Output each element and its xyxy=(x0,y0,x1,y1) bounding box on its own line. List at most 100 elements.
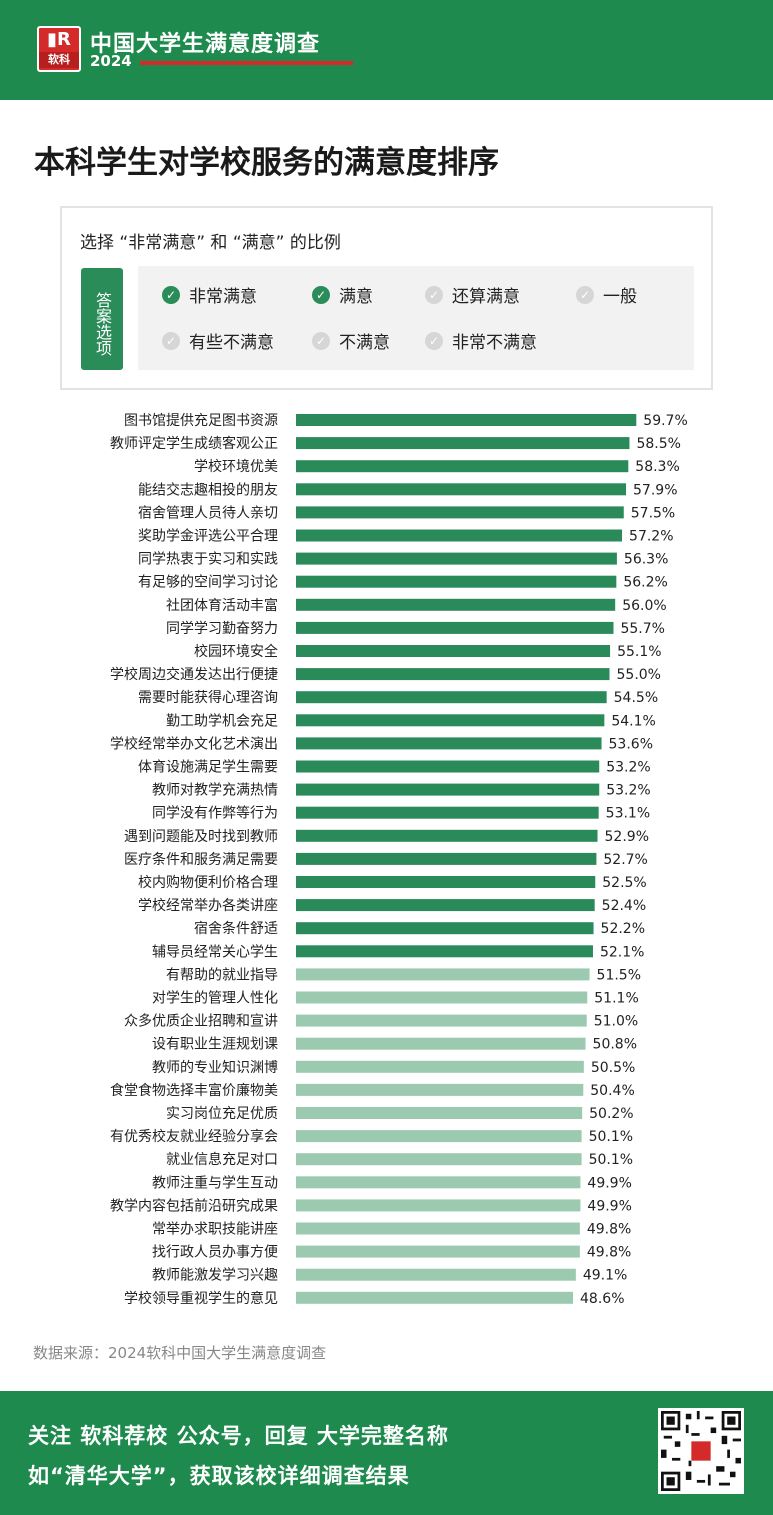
value-label: 55.1% xyxy=(617,644,661,660)
value-label: 52.9% xyxy=(605,829,649,845)
category-label: 教师评定学生成绩客观公正 xyxy=(110,435,278,452)
bar xyxy=(296,1199,581,1212)
category-label: 辅导员经常关心学生 xyxy=(152,944,278,960)
bar xyxy=(296,575,617,588)
value-label: 50.1% xyxy=(589,1152,633,1168)
check-icon: ✓ xyxy=(312,285,330,304)
category-label: 学校经常举办文化艺术演出 xyxy=(110,735,278,752)
bar xyxy=(296,968,590,981)
value-label: 55.7% xyxy=(620,621,664,637)
value-label: 50.5% xyxy=(591,1060,635,1076)
category-label: 社团体育活动丰富 xyxy=(166,597,278,614)
bar xyxy=(296,506,624,519)
value-label: 58.5% xyxy=(636,436,680,452)
category-label: 有帮助的就业指导 xyxy=(166,967,278,983)
value-label: 59.7% xyxy=(643,413,687,429)
bar xyxy=(296,1037,586,1050)
option-dissatisfied: ✓ 不满意 xyxy=(312,328,390,353)
value-label: 49.8% xyxy=(587,1245,631,1261)
option-satisfied: ✓ 满意 xyxy=(312,282,373,307)
bar xyxy=(296,1176,581,1189)
value-label: 50.1% xyxy=(589,1129,633,1145)
value-label: 49.8% xyxy=(587,1222,631,1238)
bar xyxy=(296,1083,584,1096)
qr-code[interactable] xyxy=(658,1408,744,1494)
bar xyxy=(296,414,637,426)
bar xyxy=(296,737,602,750)
category-label: 宿舍条件舒适 xyxy=(194,920,278,937)
value-label: 56.0% xyxy=(622,598,666,614)
bar xyxy=(296,1291,574,1304)
category-label: 对学生的管理人性化 xyxy=(152,991,278,1007)
options-label: 答案选项 xyxy=(81,268,123,370)
category-label: 需要时能获得心理咨询 xyxy=(138,689,278,706)
value-label: 49.1% xyxy=(583,1268,627,1284)
logo-bars-icon: ▮R xyxy=(47,29,71,50)
logo-brand: 软科 xyxy=(39,52,79,68)
category-label: 常举办求职技能讲座 xyxy=(152,1222,278,1238)
bar xyxy=(296,668,610,681)
category-label: 食堂食物选择丰富价廉物美 xyxy=(110,1082,278,1099)
bar xyxy=(296,714,605,727)
option-label: 非常不满意 xyxy=(452,333,537,353)
footer-line-2: 如“清华大学”，获取该校详细调查结果 xyxy=(28,1464,410,1488)
value-label: 50.2% xyxy=(589,1106,633,1122)
bar xyxy=(296,598,616,611)
bar xyxy=(296,483,627,496)
option-label: 非常满意 xyxy=(189,287,257,307)
category-label: 图书馆提供充足图书资源 xyxy=(124,413,278,429)
option-very-satisfied: ✓ 非常满意 xyxy=(162,282,257,307)
check-icon: ✓ xyxy=(425,331,443,350)
category-label: 众多优质企业招聘和宣讲 xyxy=(124,1013,278,1030)
option-fairly-satisfied: ✓ 还算满意 xyxy=(425,282,520,307)
value-label: 53.2% xyxy=(606,760,650,776)
value-label: 57.2% xyxy=(629,529,673,545)
bar-chart: 图书馆提供充足图书资源 59.7% 教师评定学生成绩客观公正 58.5% 学校环境优美 5… xyxy=(110,413,688,1307)
value-label: 53.2% xyxy=(606,783,650,799)
bar xyxy=(296,1060,584,1073)
category-label: 遇到问题能及时找到教师 xyxy=(124,829,278,845)
check-icon: ✓ xyxy=(312,331,330,350)
bar xyxy=(296,1245,580,1258)
legend-title: 选择 “非常满意” 和 “满意” 的比例 xyxy=(80,233,341,253)
option-label: 不满意 xyxy=(339,333,390,353)
value-label: 53.1% xyxy=(606,806,650,822)
category-label: 勤工助学机会充足 xyxy=(166,713,278,729)
category-label: 学校领导重视学生的意见 xyxy=(124,1290,278,1307)
header-divider xyxy=(140,61,353,65)
option-average: ✓ 一般 xyxy=(576,282,637,307)
value-label: 52.5% xyxy=(602,875,646,891)
footer-line-1: 关注 软科荐校 公众号，回复 大学完整名称 xyxy=(28,1424,449,1448)
bar xyxy=(296,621,614,634)
value-label: 56.3% xyxy=(624,552,668,568)
bar xyxy=(296,1153,582,1166)
header-title: 中国大学生满意度调查 xyxy=(90,32,321,57)
category-label: 教师对教学充满热情 xyxy=(152,783,278,799)
category-label: 教师能激发学习兴趣 xyxy=(152,1267,278,1284)
header: ▮R 软科 中国大学生满意度调查 2024 xyxy=(0,0,773,100)
check-icon: ✓ xyxy=(425,285,443,304)
value-label: 49.9% xyxy=(587,1198,631,1214)
value-label: 51.0% xyxy=(594,1014,638,1030)
value-label: 48.6% xyxy=(580,1291,624,1307)
value-label: 58.3% xyxy=(635,459,679,475)
bar xyxy=(296,437,630,450)
bar xyxy=(296,876,596,888)
bar xyxy=(296,1268,576,1281)
category-label: 教师注重与学生互动 xyxy=(152,1175,278,1191)
value-label: 51.1% xyxy=(594,991,638,1007)
bar xyxy=(296,645,611,657)
option-label: 有些不满意 xyxy=(189,333,274,353)
bar xyxy=(296,899,595,912)
category-label: 奖助学金评选公平合理 xyxy=(138,528,278,545)
category-label: 学校周边交通发达出行便捷 xyxy=(110,666,278,683)
category-label: 校园环境安全 xyxy=(194,643,278,660)
bar xyxy=(296,760,600,773)
value-label: 51.5% xyxy=(597,967,641,983)
category-label: 设有职业生涯规划课 xyxy=(152,1037,278,1053)
category-label: 学校经常举办各类讲座 xyxy=(138,897,278,914)
value-label: 56.2% xyxy=(623,575,667,591)
value-label: 50.8% xyxy=(593,1037,637,1053)
value-label: 52.4% xyxy=(602,898,646,914)
bar xyxy=(296,829,598,842)
